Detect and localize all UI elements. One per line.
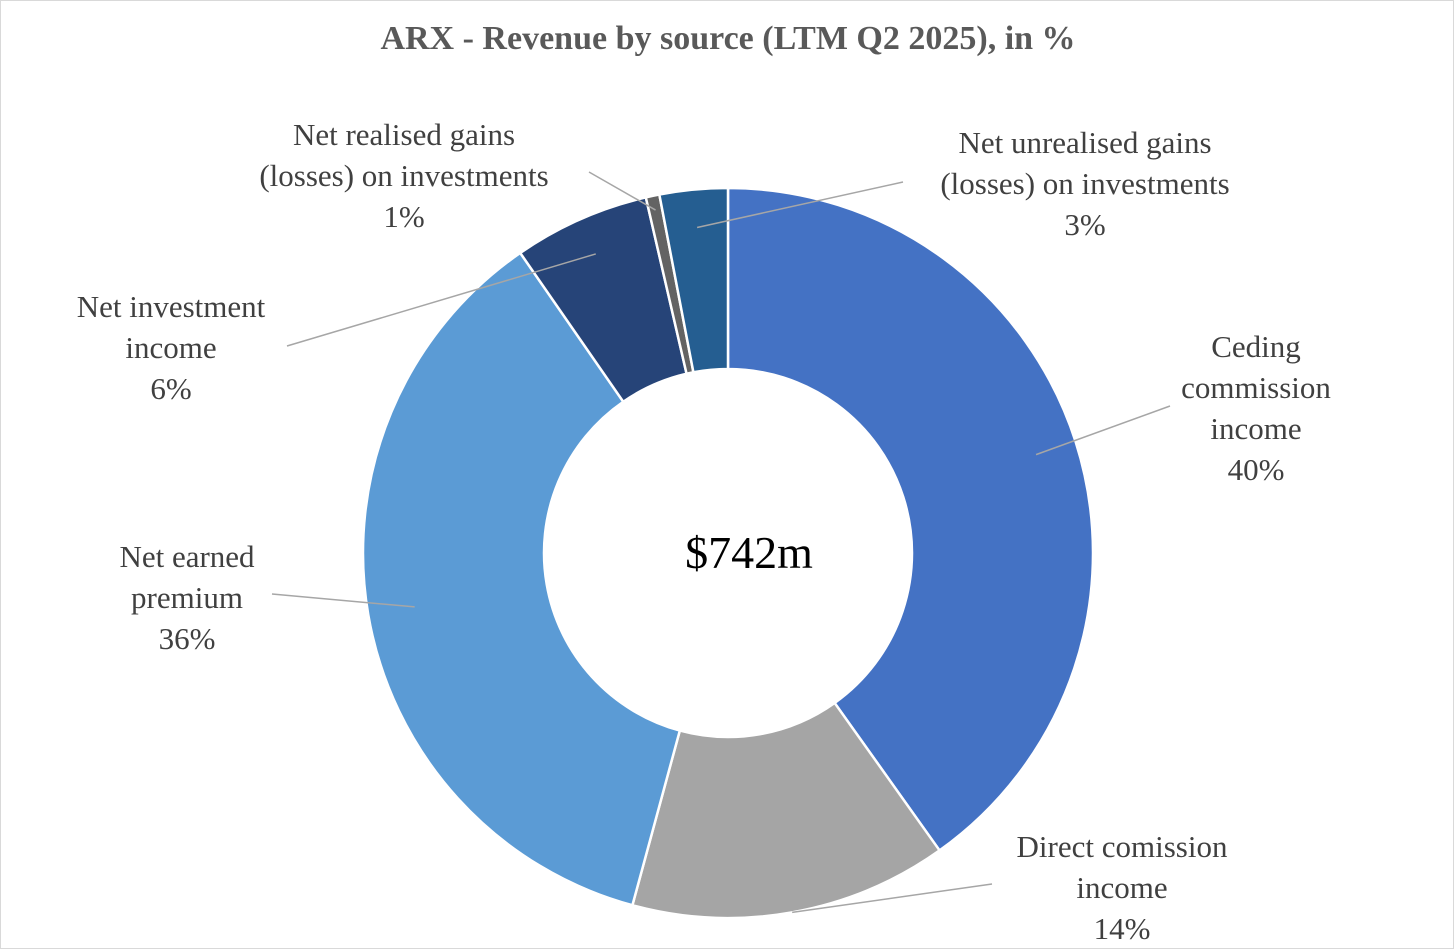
slice-direct-comission-income (630, 701, 942, 920)
slice-label-line: 40% (1228, 452, 1285, 487)
slice-ceding-commission-income (726, 186, 1095, 853)
chart-title: ARX - Revenue by source (LTM Q2 2025), i… (380, 20, 1076, 57)
slice-label-line: 3% (1064, 207, 1105, 242)
leader-line-net-investment-income (286, 253, 596, 347)
slice-label-line: Net investment (77, 289, 266, 324)
slice-label-line: Direct comission (1017, 829, 1228, 864)
slice-label-line: income (1076, 870, 1167, 905)
center-total-label: $742m (685, 527, 813, 578)
slice-label-line: premium (131, 580, 243, 615)
leader-line-net-unrealised-gains-losses-on-investments (696, 181, 904, 229)
leader-line-net-realised-gains-losses-on-investments (588, 171, 656, 211)
slice-label-line: income (125, 330, 216, 365)
slice-label-line: 6% (150, 371, 191, 406)
slice-label-net-realised-gains-losses-on-investments: Net realised gains (losses) on investment… (259, 117, 548, 234)
slice-label-line: Net unrealised gains (958, 125, 1211, 160)
slice-label-net-investment-income: Net investment income 6% (77, 289, 266, 406)
slice-net-earned-premium (361, 251, 682, 907)
slice-label-net-unrealised-gains-losses-on-investments: Net unrealised gains (losses) on investme… (940, 125, 1229, 242)
slice-label-ceding-commission-income: Ceding commission income 40% (1181, 329, 1331, 487)
leader-line-net-earned-premium (271, 593, 415, 608)
slice-label-line: Ceding (1211, 329, 1301, 364)
slice-label-line: 36% (159, 621, 216, 656)
slice-label-line: (losses) on investments (259, 158, 548, 193)
slice-net-unrealised-gains-losses-on-investments (657, 186, 730, 374)
slice-label-line: Net earned (119, 539, 255, 574)
slice-label-line: Net realised gains (293, 117, 515, 152)
slice-label-line: commission (1181, 370, 1331, 405)
slice-label-line: 14% (1094, 911, 1151, 946)
leader-line-ceding-commission-income (1035, 405, 1171, 456)
slice-label-line: income (1210, 411, 1301, 446)
leader-line-direct-comission-income (792, 883, 993, 914)
slice-label-net-earned-premium: Net earned premium 36% (119, 539, 255, 656)
slice-label-line: (losses) on investments (940, 166, 1229, 201)
slice-label-line: 1% (383, 199, 424, 234)
slice-label-direct-comission-income: Direct comission income 14% (1017, 829, 1228, 946)
